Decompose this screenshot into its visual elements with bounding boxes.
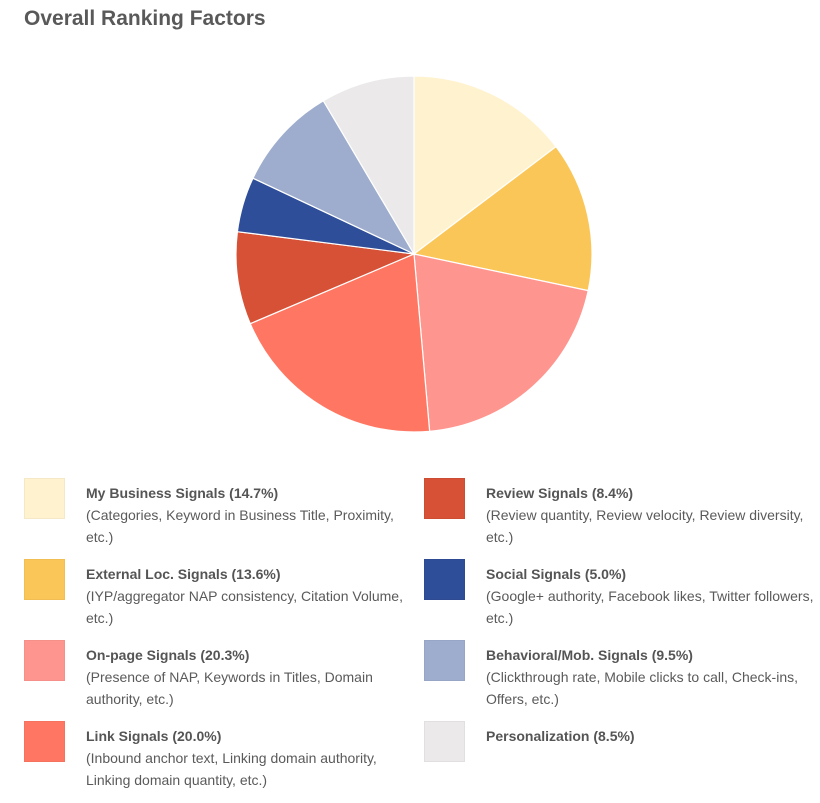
legend-title: Personalization (8.5%) — [486, 728, 635, 744]
legend-swatch — [24, 721, 65, 762]
legend-description: (Review quantity, Review velocity, Revie… — [486, 507, 804, 545]
legend-title: External Loc. Signals (13.6%) — [86, 566, 281, 582]
pie-slice-on-page-signals — [413, 253, 589, 432]
pie-slice-external-loc-signals — [412, 145, 593, 292]
legend-title: Link Signals (20.0%) — [86, 728, 222, 744]
legend-description: (IYP/aggregator NAP consistency, Citatio… — [86, 588, 403, 626]
legend-description: (Categories, Keyword in Business Title, … — [86, 507, 394, 545]
legend-title: Behavioral/Mob. Signals (9.5%) — [486, 647, 693, 663]
legend-title: Review Signals (8.4%) — [486, 485, 634, 501]
legend-description: (Inbound anchor text, Linking domain aut… — [86, 750, 377, 788]
legend-description: (Google+ authority, Facebook likes, Twit… — [486, 588, 814, 626]
legend-title: On-page Signals (20.3%) — [86, 647, 250, 663]
pie-chart — [235, 75, 593, 433]
pie-slice-link-signals — [249, 253, 431, 433]
legend-swatch — [424, 640, 465, 681]
legend-title: Social Signals (5.0%) — [486, 566, 627, 582]
pie-slice-review-signals — [235, 231, 417, 325]
pie-slice-my-business-signals — [413, 75, 557, 256]
legend-title: My Business Signals (14.7%) — [86, 485, 279, 501]
legend-swatch — [24, 640, 65, 681]
chart-title: Overall Ranking Factors — [24, 7, 266, 30]
pie-slice-behavioral-mob-signals — [252, 99, 416, 256]
legend-swatch — [424, 478, 465, 519]
legend-swatch — [24, 478, 65, 519]
legend-description: (Presence of NAP, Keywords in Titles, Do… — [86, 669, 373, 707]
legend-swatch — [24, 559, 65, 600]
legend-swatch — [424, 721, 465, 762]
legend-swatch — [424, 559, 465, 600]
legend-description: (Clickthrough rate, Mobile clicks to cal… — [486, 669, 798, 707]
pie-slice-personalization — [322, 75, 415, 257]
